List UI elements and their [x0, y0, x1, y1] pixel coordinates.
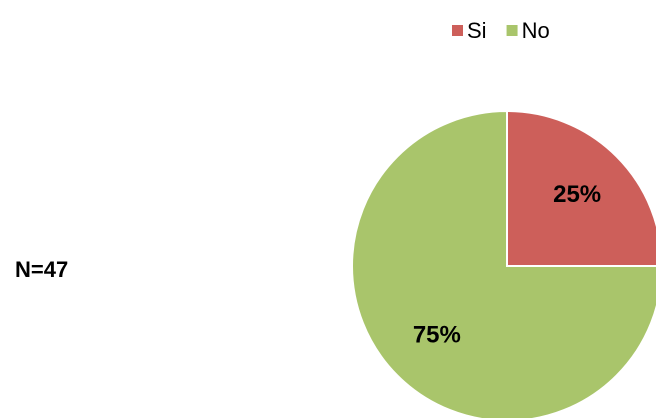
pie-slice — [351, 109, 656, 418]
annotation: N=47 — [15, 257, 68, 282]
pie-slice — [506, 109, 656, 267]
legend-swatch — [452, 25, 463, 36]
legend-label: Si — [467, 18, 487, 43]
data-label: 25% — [553, 181, 601, 208]
legend-label: No — [522, 18, 550, 43]
legend-swatch — [506, 25, 518, 36]
data-label: 75% — [413, 321, 461, 348]
